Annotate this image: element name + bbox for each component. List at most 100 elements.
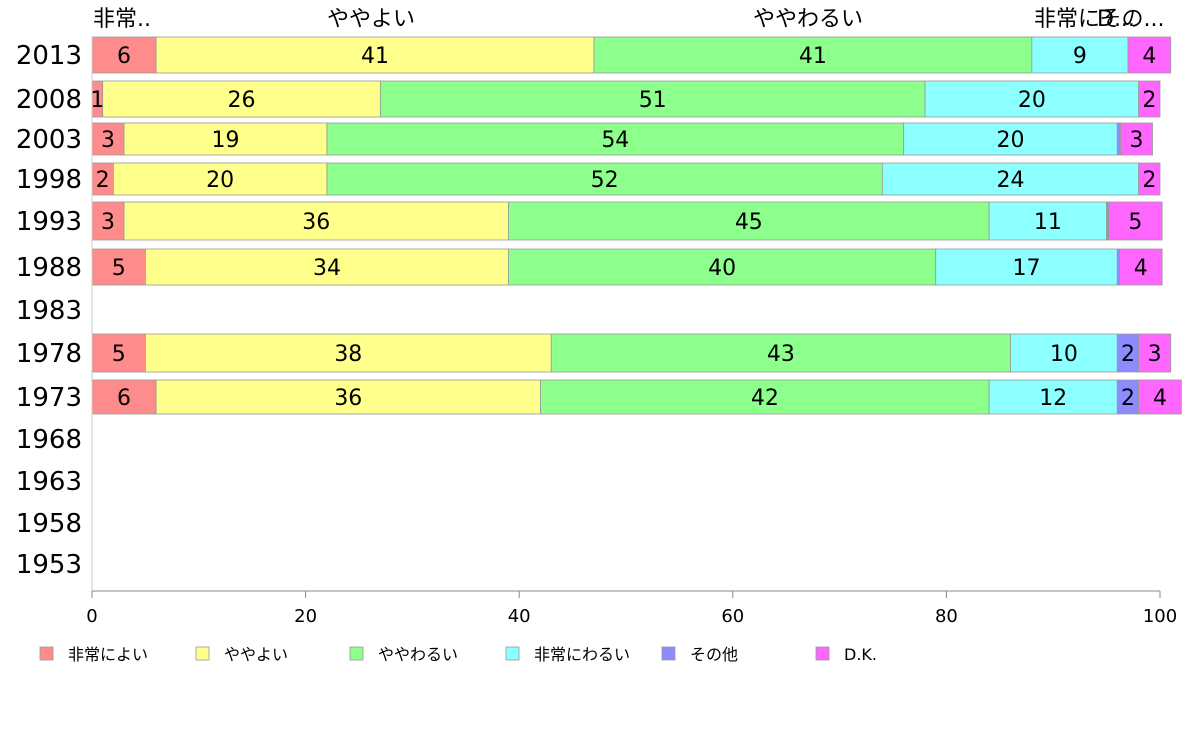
bar-value-label-1988-1: 34 xyxy=(313,256,341,281)
bar-value-label-2008-0: 1 xyxy=(90,88,104,113)
bar-value-label-2003-5: 3 xyxy=(1130,128,1144,153)
legend-label-3: 非常にわるい xyxy=(534,645,630,664)
bar-value-label-2013-5: 4 xyxy=(1142,44,1156,69)
bar-value-label-1978-3: 10 xyxy=(1050,342,1078,367)
top-series-label-3: 非常にその... xyxy=(1034,7,1165,32)
bar-value-label-2003-3: 20 xyxy=(996,128,1024,153)
bar-segment-2008-1 xyxy=(102,80,381,118)
legend-swatch-4 xyxy=(661,646,676,661)
bar-value-label-1993-5: 5 xyxy=(1128,210,1142,235)
bar-segment-2003-1 xyxy=(123,122,328,156)
top-series-label-0: 非常.. xyxy=(93,7,151,32)
bar-segment-1973-1 xyxy=(155,379,541,415)
bar-value-label-1988-2: 40 xyxy=(708,256,736,281)
year-label-2003: 2003 xyxy=(16,125,82,155)
bar-segment-1998-5 xyxy=(1138,162,1161,196)
bar-segment-1993-5 xyxy=(1108,201,1163,241)
bar-segment-2003-0 xyxy=(91,122,125,156)
bar-segment-1988-3 xyxy=(935,248,1118,286)
top-series-label-2: ややわるい xyxy=(753,7,863,32)
legend-label-2: ややわるい xyxy=(378,645,458,664)
bar-value-label-2003-2: 54 xyxy=(601,128,629,153)
bar-value-label-2013-2: 41 xyxy=(799,44,827,69)
legend-swatch-1 xyxy=(195,646,210,661)
year-label-1988: 1988 xyxy=(16,253,82,283)
bar-value-label-1973-0: 6 xyxy=(117,386,131,411)
bar-value-label-1993-3: 11 xyxy=(1034,210,1062,235)
x-tick-label-20: 20 xyxy=(294,606,317,627)
bar-value-label-2013-3: 9 xyxy=(1073,44,1087,69)
year-label-1998: 1998 xyxy=(16,165,82,195)
legend-label-0: 非常によい xyxy=(68,645,148,664)
legend-swatch-5 xyxy=(815,646,830,661)
bar-value-label-2013-1: 41 xyxy=(361,44,389,69)
bar-segment-2013-3 xyxy=(1031,36,1129,74)
legend-swatch-0 xyxy=(39,646,54,661)
year-label-1958: 1958 xyxy=(16,509,82,539)
bar-segment-2003-5 xyxy=(1120,122,1153,156)
bar-value-label-2008-3: 20 xyxy=(1018,88,1046,113)
bar-segment-1998-2 xyxy=(326,162,883,196)
bar-value-label-2008-5: 2 xyxy=(1142,88,1156,113)
bar-value-label-1973-3: 12 xyxy=(1039,386,1067,411)
legend-label-5: D.K. xyxy=(844,645,877,664)
bar-segment-1993-3 xyxy=(988,201,1107,241)
bar-segment-2013-0 xyxy=(91,36,157,74)
year-label-2013: 2013 xyxy=(16,41,82,71)
bar-segment-1973-5 xyxy=(1138,379,1182,415)
bar-segment-2008-5 xyxy=(1138,80,1161,118)
x-tick-label-0: 0 xyxy=(86,606,97,627)
bar-segment-1978-3 xyxy=(1010,333,1118,373)
bar-value-label-1978-5: 3 xyxy=(1148,342,1162,367)
bar-segment-2013-2 xyxy=(593,36,1033,74)
bar-value-label-1978-4: 2 xyxy=(1121,342,1135,367)
bar-segment-1988-1 xyxy=(144,248,509,286)
bar-segment-1978-2 xyxy=(550,333,1011,373)
bar-segment-2008-3 xyxy=(924,80,1140,118)
bar-segment-1978-5 xyxy=(1138,333,1172,373)
bar-value-label-1978-1: 38 xyxy=(334,342,362,367)
bar-value-label-1978-2: 43 xyxy=(767,342,795,367)
bar-value-label-1998-5: 2 xyxy=(1142,168,1156,193)
bar-value-label-1998-0: 2 xyxy=(96,168,110,193)
bar-value-label-1993-1: 36 xyxy=(302,210,330,235)
bar-segment-2013-5 xyxy=(1127,36,1172,74)
top-series-label-1: ややよい xyxy=(327,7,415,32)
bar-segment-1988-2 xyxy=(508,248,937,286)
legend-label-4: その他 xyxy=(690,645,738,664)
bar-segment-1998-1 xyxy=(112,162,328,196)
bar-value-label-2008-1: 26 xyxy=(228,88,256,113)
legend-swatch-3 xyxy=(505,646,520,661)
bar-value-label-1993-2: 45 xyxy=(735,210,763,235)
bar-value-label-1973-2: 42 xyxy=(751,386,779,411)
bar-value-label-1998-2: 52 xyxy=(591,168,619,193)
bar-value-label-1973-4: 2 xyxy=(1121,386,1135,411)
bar-segment-1998-3 xyxy=(881,162,1140,196)
bar-value-label-1998-1: 20 xyxy=(206,168,234,193)
bar-value-label-1988-5: 4 xyxy=(1134,256,1148,281)
legend-swatch-2 xyxy=(349,646,364,661)
bar-value-label-2003-0: 3 xyxy=(101,128,115,153)
bar-value-label-2008-2: 51 xyxy=(639,88,667,113)
bar-segment-2003-4 xyxy=(1116,122,1121,156)
year-label-1993: 1993 xyxy=(16,207,82,237)
x-tick-label-60: 60 xyxy=(721,606,744,627)
bar-segment-1993-2 xyxy=(508,201,990,241)
year-label-1978: 1978 xyxy=(16,339,82,369)
bar-segment-2013-1 xyxy=(155,36,595,74)
x-tick-label-40: 40 xyxy=(508,606,531,627)
bar-value-label-2013-0: 6 xyxy=(117,44,131,69)
bar-value-label-1998-3: 24 xyxy=(996,168,1024,193)
bar-value-label-1988-0: 5 xyxy=(112,256,126,281)
bar-segment-2003-3 xyxy=(903,122,1118,156)
bar-segment-1973-2 xyxy=(540,379,990,415)
bar-value-label-1993-0: 3 xyxy=(101,210,115,235)
bar-segment-2003-2 xyxy=(326,122,905,156)
bar-value-label-1978-0: 5 xyxy=(112,342,126,367)
x-tick-label-100: 100 xyxy=(1143,606,1177,627)
bar-segment-1973-3 xyxy=(988,379,1118,415)
bar-value-label-2003-1: 19 xyxy=(212,128,240,153)
year-label-1968: 1968 xyxy=(16,425,82,455)
x-tick-label-80: 80 xyxy=(935,606,958,627)
